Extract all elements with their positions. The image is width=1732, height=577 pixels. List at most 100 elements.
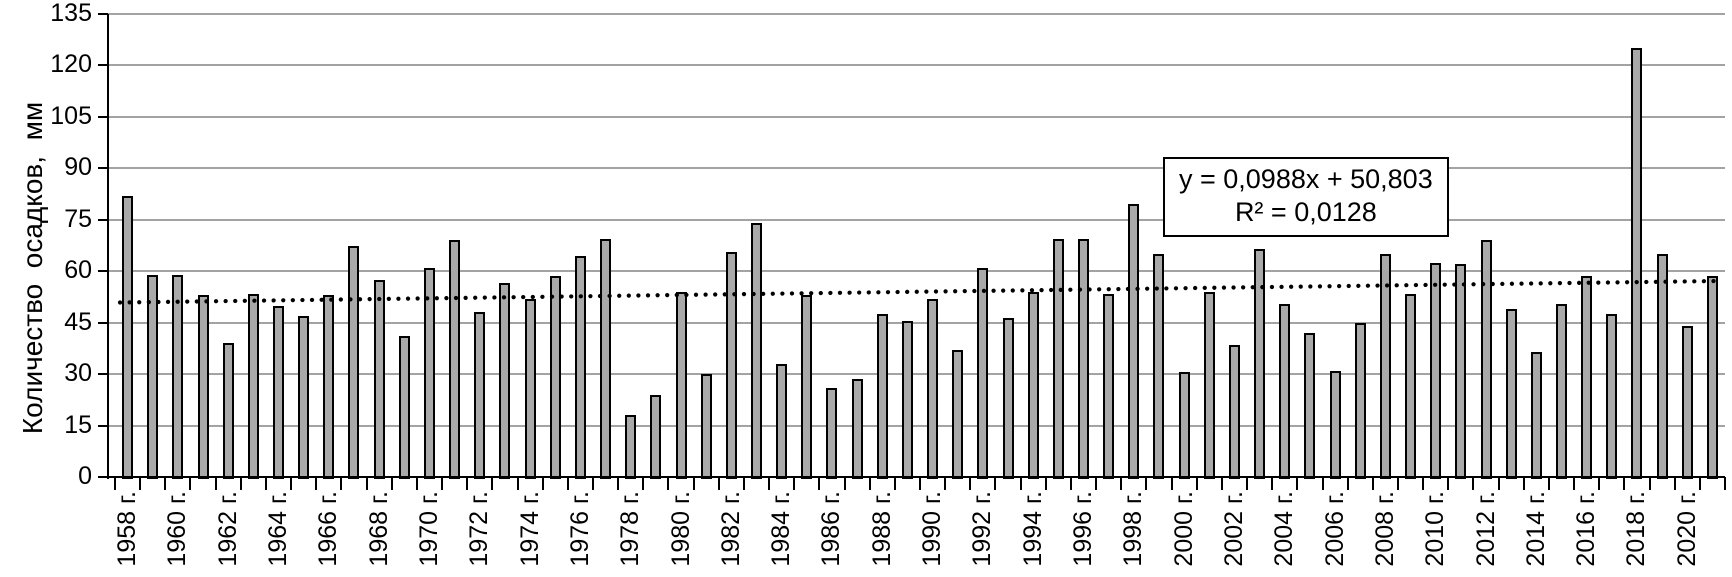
x-axis-tick [1623, 477, 1626, 490]
x-axis-label-2018: 2018 г. [1622, 491, 1651, 567]
x-axis-tick [189, 477, 192, 490]
x-axis-tick [1120, 477, 1123, 490]
x-axis-label-1986: 1986 г. [817, 491, 846, 567]
x-axis-tick [868, 477, 871, 490]
x-axis-tick [566, 477, 569, 490]
y-axis-label-90: 90 [64, 153, 92, 182]
x-axis-tick [969, 477, 972, 490]
x-axis-tick [994, 477, 997, 490]
x-axis-tick [139, 477, 142, 490]
x-axis-tick [944, 477, 947, 490]
y-axis-tick-105 [98, 115, 108, 118]
y-axis-label-105: 105 [50, 101, 92, 130]
x-axis-tick [1069, 477, 1072, 490]
x-axis-tick [1246, 477, 1249, 490]
x-axis-label-1972: 1972 г. [465, 491, 494, 567]
x-axis-tick [1019, 477, 1022, 490]
bar-1967 [348, 245, 360, 479]
x-axis-tick [617, 477, 620, 490]
y-axis-tick-75 [98, 218, 108, 221]
x-axis-label-1964: 1964 г. [264, 491, 293, 567]
x-axis-tick [1497, 477, 1500, 490]
x-axis-label-1982: 1982 г. [716, 491, 745, 567]
y-axis-tick-90 [98, 167, 108, 170]
x-axis-tick [214, 477, 217, 490]
x-axis-tick [667, 477, 670, 490]
x-axis-label-1992: 1992 г. [968, 491, 997, 567]
x-axis-tick [692, 477, 695, 490]
x-axis-label-2016: 2016 г. [1572, 491, 1601, 567]
trendline-r-squared-text: R² = 0,0128 [1234, 197, 1377, 227]
gridline-90 [108, 167, 1725, 170]
x-axis-tick [1371, 477, 1374, 490]
gridline-45 [108, 321, 1725, 324]
y-axis-tick-120 [98, 64, 108, 67]
x-axis-tick [1673, 477, 1676, 490]
x-axis-label-1958: 1958 г. [113, 491, 142, 567]
gridline-75 [108, 218, 1725, 221]
x-axis-tick [1447, 477, 1450, 490]
x-axis-label-1980: 1980 г. [666, 491, 695, 567]
x-axis-tick [1044, 477, 1047, 490]
x-axis-tick [340, 477, 343, 490]
x-axis-label-1996: 1996 г. [1069, 491, 1098, 567]
trendline-equation-text: y = 0,0988x + 50,803 [1179, 164, 1433, 194]
y-axis-label-45: 45 [64, 307, 92, 336]
x-axis-label-1968: 1968 г. [364, 491, 393, 567]
x-axis-tick [1195, 477, 1198, 490]
x-axis-label-1984: 1984 г. [767, 491, 796, 567]
x-axis-tick [1573, 477, 1576, 490]
x-axis-tick [264, 477, 267, 490]
x-axis-tick [1271, 477, 1274, 490]
x-axis-tick [1321, 477, 1324, 490]
gridline-60 [108, 270, 1725, 273]
x-axis-tick [717, 477, 720, 490]
gridline-15 [108, 424, 1725, 427]
x-axis-tick [818, 477, 821, 490]
gridline-30 [108, 373, 1725, 376]
x-axis-tick [1296, 477, 1299, 490]
x-axis-tick [642, 477, 645, 490]
x-axis-tick [1598, 477, 1601, 490]
x-axis-tick [466, 477, 469, 490]
x-axis-tick [365, 477, 368, 490]
x-axis-tick [1648, 477, 1651, 490]
y-axis-line [107, 14, 109, 479]
trendline-equation-box: y = 0,0988x + 50,803 R² = 0,0128 [1163, 157, 1449, 237]
x-axis-tick [1698, 477, 1701, 490]
x-axis-label-1960: 1960 г. [163, 491, 192, 567]
y-axis-label-120: 120 [50, 50, 92, 79]
x-axis-tick [893, 477, 896, 490]
x-axis-label-1962: 1962 г. [213, 491, 242, 567]
x-axis-tick [164, 477, 167, 490]
x-axis-tick [1170, 477, 1173, 490]
y-axis-label-15: 15 [64, 410, 92, 439]
x-axis-label-2006: 2006 г. [1320, 491, 1349, 567]
x-axis-tick [591, 477, 594, 490]
x-axis-tick [415, 477, 418, 490]
x-axis-tick [1346, 477, 1349, 490]
x-axis-tick [843, 477, 846, 490]
y-axis-tick-135 [98, 13, 108, 15]
x-axis-tick [1396, 477, 1399, 490]
x-axis-label-2008: 2008 г. [1370, 491, 1399, 567]
x-axis-tick [290, 477, 293, 490]
x-axis-tick [1220, 477, 1223, 490]
x-axis-tick [1422, 477, 1425, 490]
x-axis-label-1990: 1990 г. [918, 491, 947, 567]
x-axis-tick [1547, 477, 1550, 490]
x-axis-label-2012: 2012 г. [1471, 491, 1500, 567]
x-axis-tick [1145, 477, 1148, 490]
x-axis-tick [541, 477, 544, 490]
x-axis-tick [1522, 477, 1525, 490]
x-axis-label-1966: 1966 г. [314, 491, 343, 567]
x-axis-tick [919, 477, 921, 490]
x-axis-label-1976: 1976 г. [565, 491, 594, 567]
x-axis-label-1978: 1978 г. [616, 491, 645, 567]
y-axis-label-30: 30 [64, 359, 92, 388]
x-axis-label-2020: 2020 г. [1672, 491, 1701, 567]
y-axis-label-60: 60 [64, 256, 92, 285]
y-axis-label-135: 135 [50, 0, 92, 27]
x-axis-tick [1724, 477, 1726, 490]
